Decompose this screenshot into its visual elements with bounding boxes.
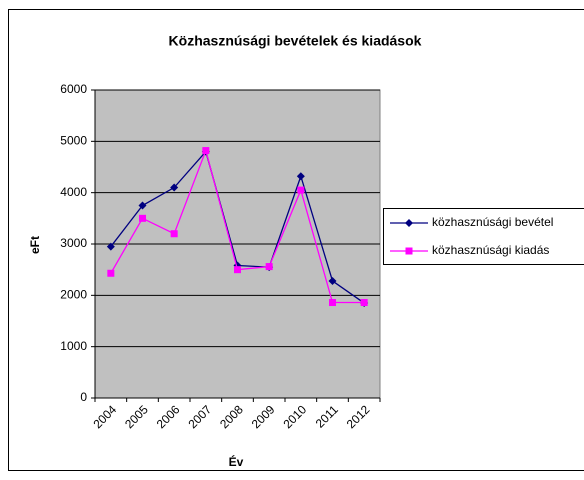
marker <box>202 147 210 155</box>
marker <box>138 201 147 210</box>
y-tick-label: 6000 <box>60 82 87 96</box>
marker <box>139 214 146 222</box>
marker <box>297 186 305 194</box>
y-tick-label: 4000 <box>60 185 87 199</box>
marker <box>296 172 305 181</box>
marker <box>107 269 115 277</box>
legend-label: közhasznúsági kiadás <box>432 243 549 257</box>
marker <box>170 183 179 192</box>
marker <box>329 299 336 307</box>
y-tick-label: 3000 <box>60 236 87 250</box>
marker <box>265 263 273 271</box>
y-tick-label: 5000 <box>60 134 87 148</box>
y-axis-title: eFt <box>28 236 42 254</box>
chart-title: Közhasznúsági bevételek és kiadások <box>169 33 422 49</box>
y-tick-label: 1000 <box>60 339 87 353</box>
marker <box>328 276 337 285</box>
marker <box>360 299 368 307</box>
y-tick-label: 2000 <box>60 288 87 302</box>
y-tick-label: 0 <box>80 390 87 404</box>
x-axis-title: Év <box>229 454 244 469</box>
legend-label: közhasznúsági bevétel <box>432 215 553 229</box>
marker <box>106 242 115 251</box>
marker <box>234 266 241 274</box>
marker <box>170 230 178 238</box>
legend-marker <box>405 247 413 255</box>
legend <box>383 208 584 265</box>
legend-marker <box>405 219 413 227</box>
